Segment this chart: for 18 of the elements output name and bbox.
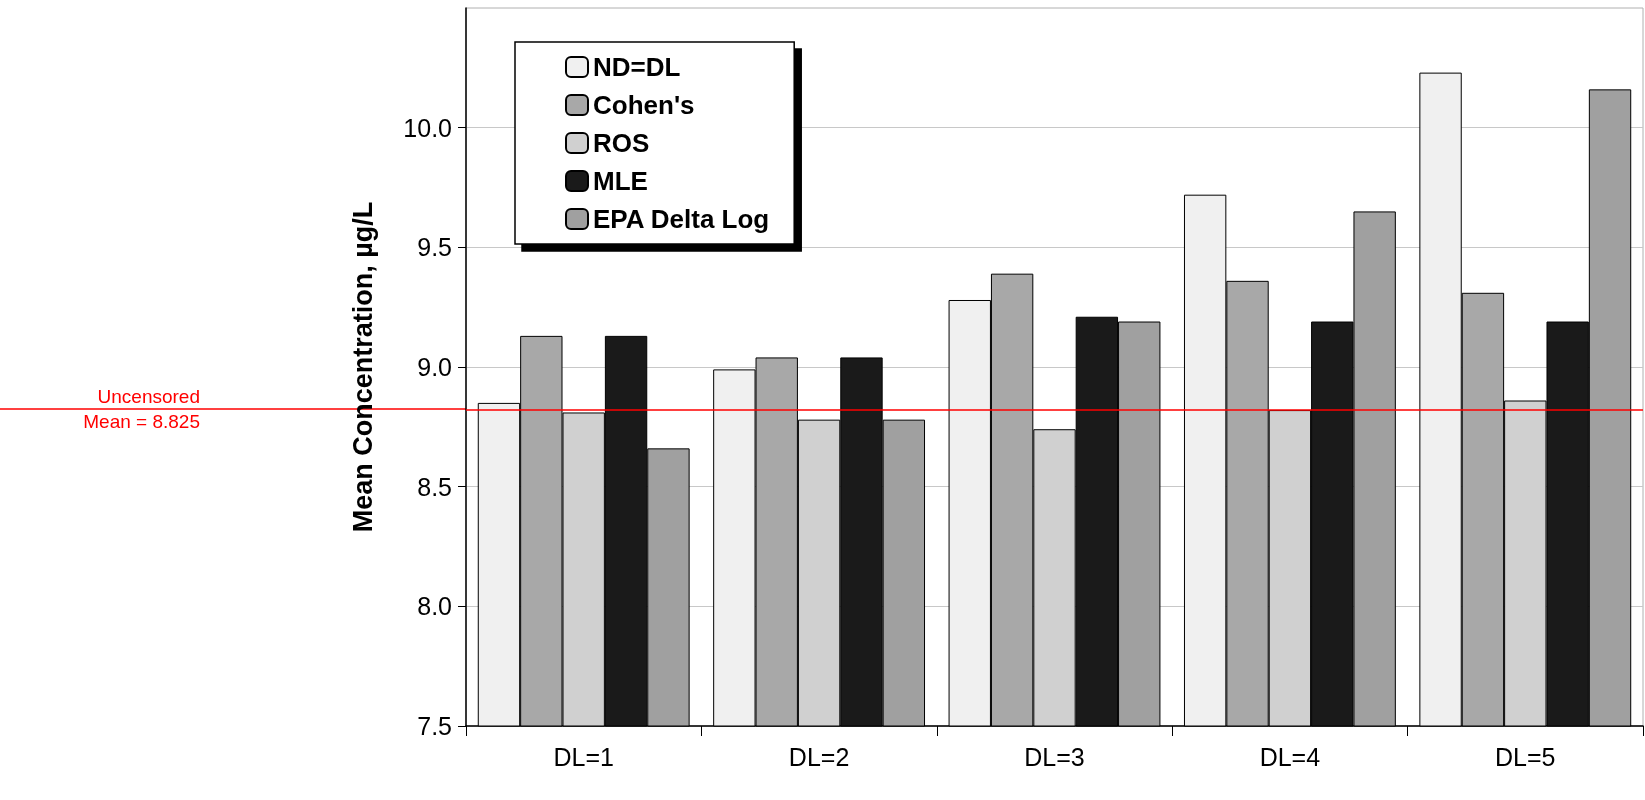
legend-label: ND=DL — [593, 52, 681, 82]
y-tick-label: 9.0 — [417, 353, 452, 381]
legend-label: Cohen's — [593, 90, 695, 120]
y-tick-label: 8.0 — [417, 592, 452, 621]
y-tick-label: 7.5 — [417, 712, 452, 740]
y-tick-label: 10.0 — [403, 113, 452, 142]
x-tick-label: DL=4 — [1259, 742, 1321, 771]
ref-line-label: Uncensored Mean = 8.825 — [83, 385, 200, 432]
x-tick-label: DL=3 — [1024, 742, 1085, 771]
y-tick-label: 8.5 — [417, 472, 452, 501]
legend-label: EPA Delta Log — [593, 204, 770, 234]
y-axis-title: Mean Concentration, µg/L — [347, 201, 378, 533]
y-tick-label: 9.5 — [417, 233, 452, 262]
legend-label: MLE — [593, 166, 648, 196]
x-tick-label: DL=2 — [788, 742, 850, 771]
x-tick-label: DL=5 — [1495, 742, 1556, 771]
x-tick-label: DL=1 — [553, 742, 614, 771]
legend-label: ROS — [593, 128, 650, 158]
